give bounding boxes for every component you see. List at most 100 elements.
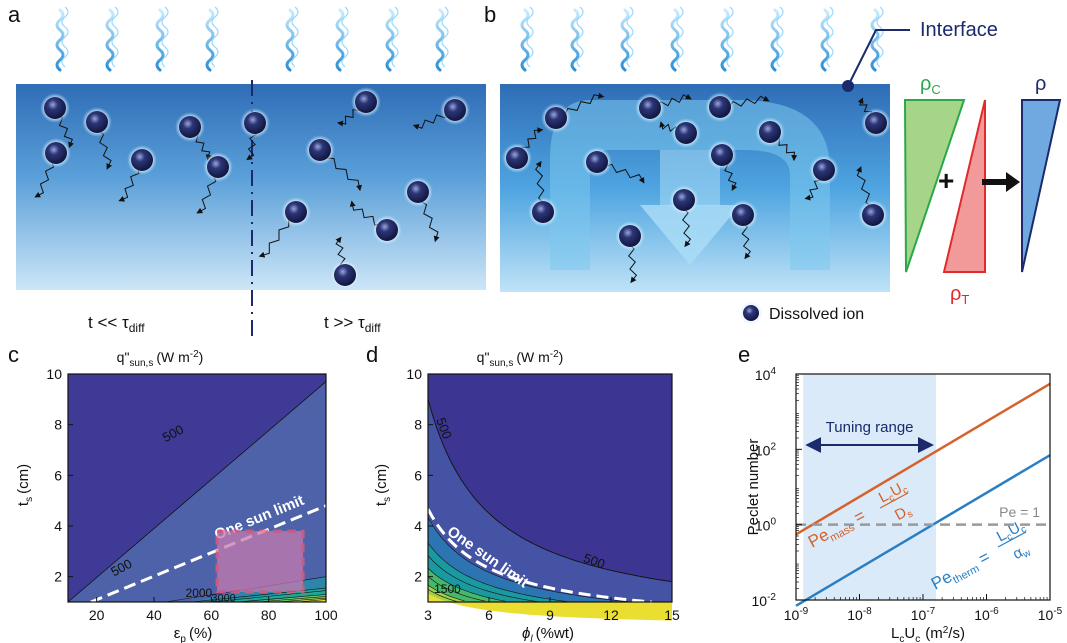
ion-icon	[309, 139, 331, 161]
steam-wave-icon	[61, 6, 69, 68]
convection-arrow	[640, 205, 740, 265]
panel-b: b Interface ρC + ρT ρ Dissolved ion	[484, 2, 1062, 324]
rho-c-triangle	[903, 99, 966, 273]
c-top-label: q"sun,s (W m-2)	[117, 349, 204, 369]
legend-ion-icon	[743, 305, 759, 321]
ion-icon	[545, 107, 567, 129]
d-y-tick-label: 6	[414, 467, 422, 483]
c-contour-line	[237, 594, 327, 603]
steam-wave-icon	[441, 6, 449, 68]
steam-wave-icon	[870, 8, 880, 72]
d-contour-line	[427, 584, 465, 602]
d-band-1500	[428, 542, 672, 611]
rho-triangle	[1021, 99, 1062, 273]
ion-icon	[639, 97, 661, 119]
ion-icon	[179, 116, 201, 138]
rho-label: ρ	[1035, 73, 1046, 95]
e-x-tick-label: 10-6	[974, 606, 999, 623]
steam-wave-icon	[55, 8, 65, 72]
e-pe-mass-fraction-bar	[879, 492, 909, 509]
d-x-tick-label: 3	[424, 607, 432, 623]
c-y-tick-label: 6	[54, 467, 62, 483]
d-band-3000	[428, 593, 672, 621]
steam-wave-icon	[826, 6, 834, 68]
d-contour-line	[427, 576, 485, 602]
e-y-tick-label: 10-2	[752, 592, 777, 609]
ion-icon	[131, 149, 153, 171]
ion-icon	[334, 264, 356, 286]
d-y-tick-label: 2	[414, 569, 422, 585]
d-x-tick-label: 9	[546, 607, 554, 623]
d-contour-label: 500	[433, 415, 455, 441]
e-xlabel: LcUc (m2/s)	[891, 625, 965, 643]
e-x-tick-label: 10-8	[847, 606, 872, 623]
d-contour-500	[427, 399, 673, 583]
c-contour-line	[211, 590, 327, 603]
rho-c-label: ρC	[920, 73, 941, 97]
d-band-500	[428, 399, 672, 602]
steam-wave-icon	[876, 6, 884, 68]
panel-letter-a: a	[8, 2, 21, 27]
ion-icon	[675, 122, 697, 144]
steam-group-b	[520, 6, 884, 72]
panel-d: d q"sun,s (W m-2) One sun limit5005001500…	[366, 342, 680, 643]
steam-wave-icon	[676, 6, 684, 68]
steam-wave-icon	[776, 6, 784, 68]
panel-letter-d: d	[366, 342, 378, 367]
d-contour-line	[427, 542, 571, 603]
c-y-tick-label: 8	[54, 417, 62, 433]
steam-wave-icon	[341, 6, 349, 68]
ion-icon	[376, 219, 398, 241]
ion-icon	[862, 204, 884, 226]
ion-icon	[532, 201, 554, 223]
steam-wave-icon	[670, 8, 680, 72]
ion-icon	[673, 189, 695, 211]
steam-wave-icon	[726, 6, 734, 68]
ion-icon	[619, 225, 641, 247]
e-series-pe-therm	[795, 454, 1051, 607]
steam-wave-icon	[570, 8, 580, 72]
legend-ion-label: Dissolved ion	[769, 306, 864, 323]
steam-wave-icon	[520, 8, 530, 72]
ion-icon	[711, 144, 733, 166]
d-x-tick-label: 12	[603, 607, 619, 623]
e-y-tick-label: 102	[755, 441, 777, 458]
panel-a: a t << τdiff t >> τdiff	[8, 2, 486, 338]
e-y-tick-label: 100	[755, 517, 777, 534]
ion-icon	[506, 147, 528, 169]
steam-wave-icon	[435, 8, 445, 72]
rho-t-triangle	[942, 99, 986, 273]
panel-letter-e: e	[738, 342, 750, 367]
d-y-tick-label: 8	[414, 417, 422, 433]
ion-icon	[732, 204, 754, 226]
e-pe-therm-fraction-bar	[997, 531, 1027, 548]
ion-icon	[865, 112, 887, 134]
interface-callout-line	[847, 29, 910, 87]
d-y-tick-label: 4	[414, 518, 422, 534]
panel-letter-b: b	[484, 2, 496, 27]
d-x-tick-label: 15	[664, 607, 680, 623]
c-y-tick-label: 2	[54, 569, 62, 585]
interface-label: Interface	[920, 19, 998, 41]
plot-frame	[67, 373, 327, 603]
c-y-tick-label: 4	[54, 518, 62, 534]
c-x-tick-label: 60	[204, 607, 220, 623]
steam-wave-icon	[211, 6, 219, 68]
d-y-tick-label: 10	[406, 366, 422, 382]
steam-wave-icon	[335, 8, 345, 72]
ion-icon	[244, 112, 266, 134]
ion-icon	[407, 181, 429, 203]
e-x-tick-label: 10-7	[911, 606, 936, 623]
e-y-tick-label: 104	[755, 366, 777, 383]
steam-wave-icon	[391, 6, 399, 68]
steam-wave-icon	[820, 8, 830, 72]
sum-arrow-head	[1006, 172, 1020, 192]
d-one-sun-limit-line	[426, 508, 652, 604]
steam-wave-icon	[620, 8, 630, 72]
d-contour-label: 1500	[434, 582, 461, 596]
ions-b	[502, 92, 891, 284]
steam-wave-icon	[385, 8, 395, 72]
ion-icon	[44, 97, 66, 119]
